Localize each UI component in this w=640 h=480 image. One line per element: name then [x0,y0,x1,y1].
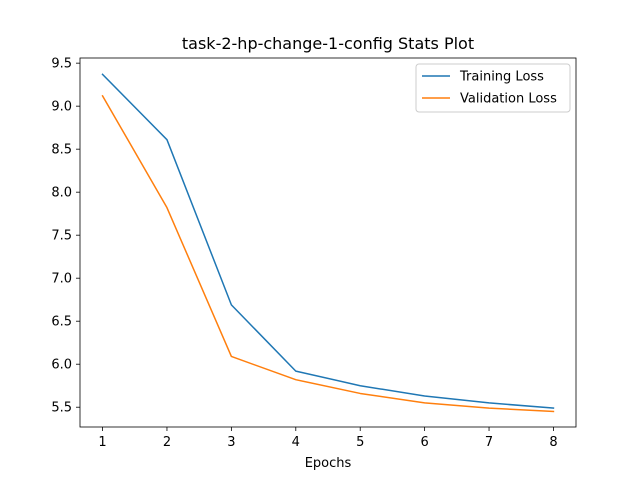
x-axis-label: Epochs [305,456,352,471]
y-tick-label: 8.0 [51,186,72,201]
series-line-2 [101,94,555,413]
y-tick-label: 9.5 [51,57,72,72]
x-tick-label: 3 [227,435,235,450]
chart-title: task-2-hp-change-1-config Stats Plot [182,34,474,53]
legend-label: Training Loss [459,70,544,85]
legend: Training Loss Validation Loss [415,63,571,113]
y-tick-label: 8.5 [51,143,72,158]
x-tick-label: 2 [163,435,171,450]
series-line-1 [101,73,555,409]
x-tick-label: 6 [420,435,428,450]
x-tick-label: 5 [356,435,364,450]
legend-label: Validation Loss [460,92,557,107]
y-tick-label: 6.0 [51,358,72,373]
x-tick-label: 7 [485,435,493,450]
y-tick-label: 9.0 [51,100,72,115]
y-tick-label: 7.5 [51,229,72,244]
plot-area: 1 2 3 4 5 6 7 8 5.5 6.0 6.5 7.0 7.5 8.0 8.5 9.0 9.5 [51,57,577,450]
y-tick-label: 7.0 [51,272,72,287]
y-tick-label: 6.5 [51,315,72,330]
x-tick-label: 4 [292,435,300,450]
x-tick-label: 8 [549,435,557,450]
legend-box [415,63,571,113]
y-tick-label: 5.5 [51,401,72,416]
axes-frame [79,57,577,428]
x-tick-label: 1 [98,435,106,450]
